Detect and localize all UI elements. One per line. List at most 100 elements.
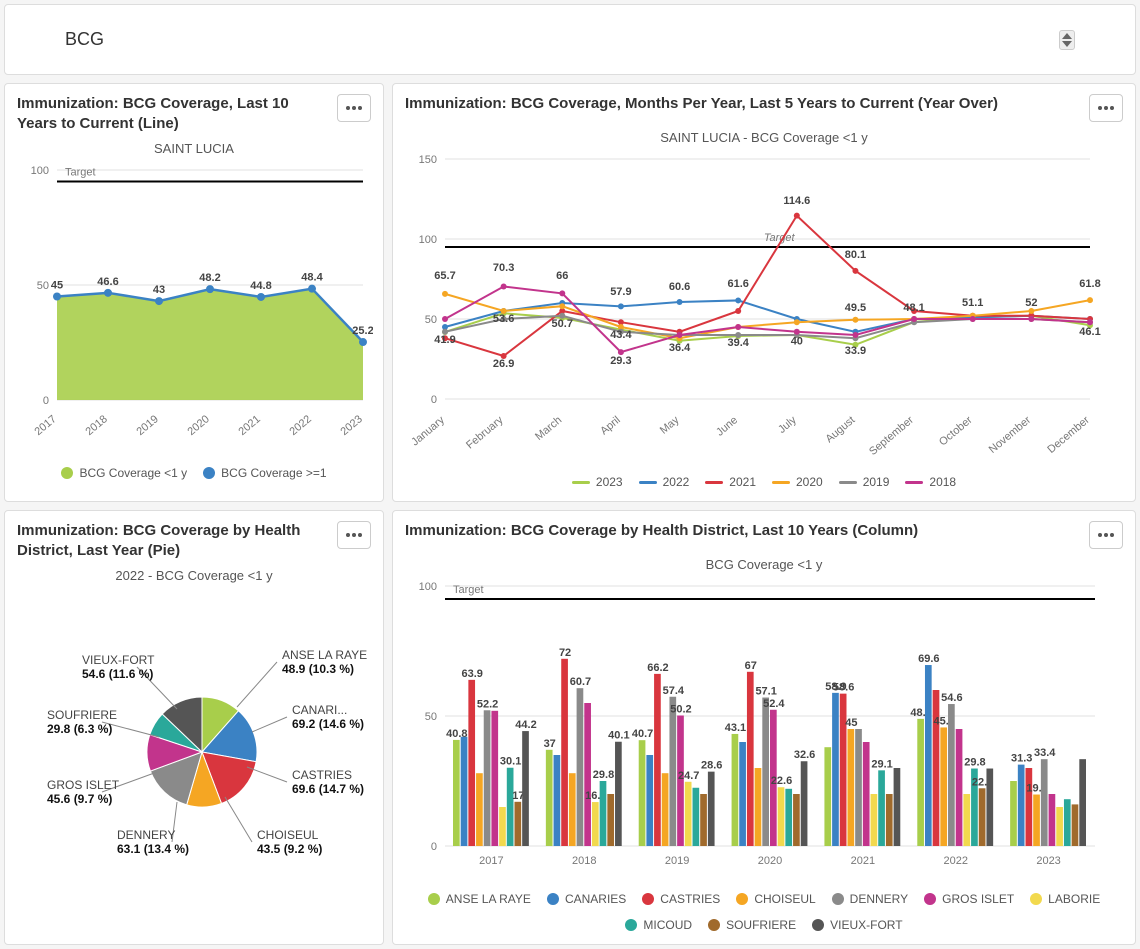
svg-text:2019: 2019 bbox=[665, 855, 689, 867]
legend-dot-icon bbox=[642, 893, 654, 905]
legend-label: BCG Coverage <1 y bbox=[79, 466, 187, 480]
legend-label: CANARIES bbox=[565, 892, 626, 906]
panel-title: Immunization: BCG Coverage, Months Per Y… bbox=[405, 94, 998, 114]
legend-item[interactable]: MICOUD bbox=[625, 918, 692, 932]
svg-text:31.3: 31.3 bbox=[1011, 753, 1032, 765]
legend-item[interactable]: 2019 bbox=[839, 475, 890, 489]
legend-item[interactable]: 2021 bbox=[705, 475, 756, 489]
legend-label: ANSE LA RAYE bbox=[446, 892, 531, 906]
legend-item[interactable]: CHOISEUL bbox=[736, 892, 815, 906]
svg-text:0: 0 bbox=[43, 395, 49, 407]
svg-text:40.1: 40.1 bbox=[608, 730, 629, 742]
svg-text:Target: Target bbox=[65, 167, 96, 179]
svg-text:40: 40 bbox=[791, 336, 803, 348]
svg-text:54.6 (11.6 %): 54.6 (11.6 %) bbox=[82, 667, 153, 681]
legend-item[interactable]: 2020 bbox=[772, 475, 823, 489]
svg-text:49.5: 49.5 bbox=[845, 302, 866, 314]
spinner-up-icon[interactable] bbox=[1062, 33, 1072, 39]
svg-text:61.6: 61.6 bbox=[727, 278, 748, 290]
svg-text:50: 50 bbox=[425, 314, 437, 326]
svg-text:CANARI...: CANARI... bbox=[292, 703, 347, 717]
legend-item[interactable]: CANARIES bbox=[547, 892, 626, 906]
svg-text:100: 100 bbox=[31, 165, 49, 177]
multi-line-chart-svg: 050100150Target65.741.926.970.353.66650.… bbox=[405, 149, 1105, 469]
spinner-down-icon[interactable] bbox=[1062, 41, 1072, 47]
svg-text:28.6: 28.6 bbox=[701, 760, 722, 772]
legend-label: 2020 bbox=[796, 475, 823, 489]
svg-text:2018: 2018 bbox=[572, 855, 596, 867]
filter-spinner[interactable] bbox=[1059, 30, 1075, 50]
svg-text:66.2: 66.2 bbox=[647, 662, 668, 674]
panel-title: Immunization: BCG Coverage, Last 10 Year… bbox=[17, 94, 329, 133]
panel-title: Immunization: BCG Coverage by Health Dis… bbox=[17, 521, 329, 560]
legend-label: LABORIE bbox=[1048, 892, 1100, 906]
legend-line-icon bbox=[572, 481, 590, 484]
legend-dot-icon bbox=[1030, 893, 1042, 905]
panel-more-button[interactable] bbox=[337, 94, 371, 122]
panel-line-months: Immunization: BCG Coverage, Months Per Y… bbox=[392, 83, 1136, 502]
svg-text:2023: 2023 bbox=[1036, 855, 1060, 867]
legend-item[interactable]: VIEUX-FORT bbox=[812, 918, 902, 932]
legend-item[interactable]: 2022 bbox=[639, 475, 690, 489]
panel-subtitle: SAINT LUCIA bbox=[17, 141, 371, 156]
panel-column-district: Immunization: BCG Coverage by Health Dis… bbox=[392, 510, 1136, 945]
legend-item[interactable]: 2018 bbox=[905, 475, 956, 489]
legend-dot-icon bbox=[61, 467, 73, 479]
svg-text:41.9: 41.9 bbox=[434, 334, 455, 346]
svg-text:29.3: 29.3 bbox=[610, 355, 631, 367]
svg-text:40.7: 40.7 bbox=[632, 728, 653, 740]
svg-text:March: March bbox=[533, 414, 564, 443]
panel-more-button[interactable] bbox=[1089, 521, 1123, 549]
svg-text:50: 50 bbox=[37, 280, 49, 292]
svg-text:36.4: 36.4 bbox=[669, 342, 691, 354]
legend-item[interactable]: DENNERY bbox=[832, 892, 908, 906]
legend-item[interactable]: CASTRIES bbox=[642, 892, 720, 906]
svg-text:29.8: 29.8 bbox=[964, 757, 985, 769]
svg-text:Target: Target bbox=[453, 584, 484, 596]
svg-text:54.6: 54.6 bbox=[941, 692, 962, 704]
svg-text:72: 72 bbox=[559, 647, 571, 659]
svg-text:August: August bbox=[823, 414, 857, 445]
svg-text:61.8: 61.8 bbox=[1079, 278, 1100, 290]
legend-line-icon bbox=[905, 481, 923, 484]
legend-item[interactable]: BCG Coverage <1 y bbox=[61, 466, 187, 480]
svg-text:VIEUX-FORT: VIEUX-FORT bbox=[82, 653, 155, 667]
svg-text:GROS ISLET: GROS ISLET bbox=[47, 778, 120, 792]
svg-text:43.1: 43.1 bbox=[725, 722, 746, 734]
legend-dot-icon bbox=[832, 893, 844, 905]
svg-text:80.1: 80.1 bbox=[845, 249, 866, 261]
legend-b: 2023 2022 2021 2020 2019 2018 bbox=[405, 475, 1123, 489]
svg-text:2020: 2020 bbox=[758, 855, 782, 867]
legend-item[interactable]: LABORIE bbox=[1030, 892, 1100, 906]
svg-text:69.6 (14.7 %): 69.6 (14.7 %) bbox=[292, 782, 364, 796]
svg-text:69.2 (14.6 %): 69.2 (14.6 %) bbox=[292, 717, 364, 731]
svg-text:July: July bbox=[776, 414, 799, 436]
panel-more-button[interactable] bbox=[1089, 94, 1123, 122]
pie-chart-svg: ANSE LA RAYE48.9 (10.3 %)CANARI...69.2 (… bbox=[17, 587, 373, 887]
svg-text:67: 67 bbox=[745, 660, 757, 672]
legend-dot-icon bbox=[547, 893, 559, 905]
svg-text:CHOISEUL: CHOISEUL bbox=[257, 828, 319, 842]
legend-item[interactable]: 2023 bbox=[572, 475, 623, 489]
svg-text:57.1: 57.1 bbox=[755, 686, 776, 698]
svg-text:29.1: 29.1 bbox=[871, 758, 892, 770]
svg-text:February: February bbox=[464, 414, 506, 452]
legend-label: 2023 bbox=[596, 475, 623, 489]
svg-text:58.6: 58.6 bbox=[833, 682, 854, 694]
legend-line-icon bbox=[639, 481, 657, 484]
legend-label: 2022 bbox=[663, 475, 690, 489]
legend-line-icon bbox=[839, 481, 857, 484]
legend-label: BCG Coverage >=1 bbox=[221, 466, 326, 480]
legend-a: BCG Coverage <1 y BCG Coverage >=1 bbox=[17, 466, 371, 480]
legend-label: VIEUX-FORT bbox=[830, 918, 902, 932]
legend-item[interactable]: GROS ISLET bbox=[924, 892, 1014, 906]
svg-text:60.7: 60.7 bbox=[570, 676, 591, 688]
panel-more-button[interactable] bbox=[337, 521, 371, 549]
svg-text:48.4: 48.4 bbox=[301, 272, 323, 284]
legend-item[interactable]: SOUFRIERE bbox=[708, 918, 796, 932]
legend-item[interactable]: BCG Coverage >=1 bbox=[203, 466, 326, 480]
legend-label: 2021 bbox=[729, 475, 756, 489]
svg-text:30.1: 30.1 bbox=[500, 756, 521, 768]
legend-item[interactable]: ANSE LA RAYE bbox=[428, 892, 531, 906]
legend-dot-icon bbox=[812, 919, 824, 931]
